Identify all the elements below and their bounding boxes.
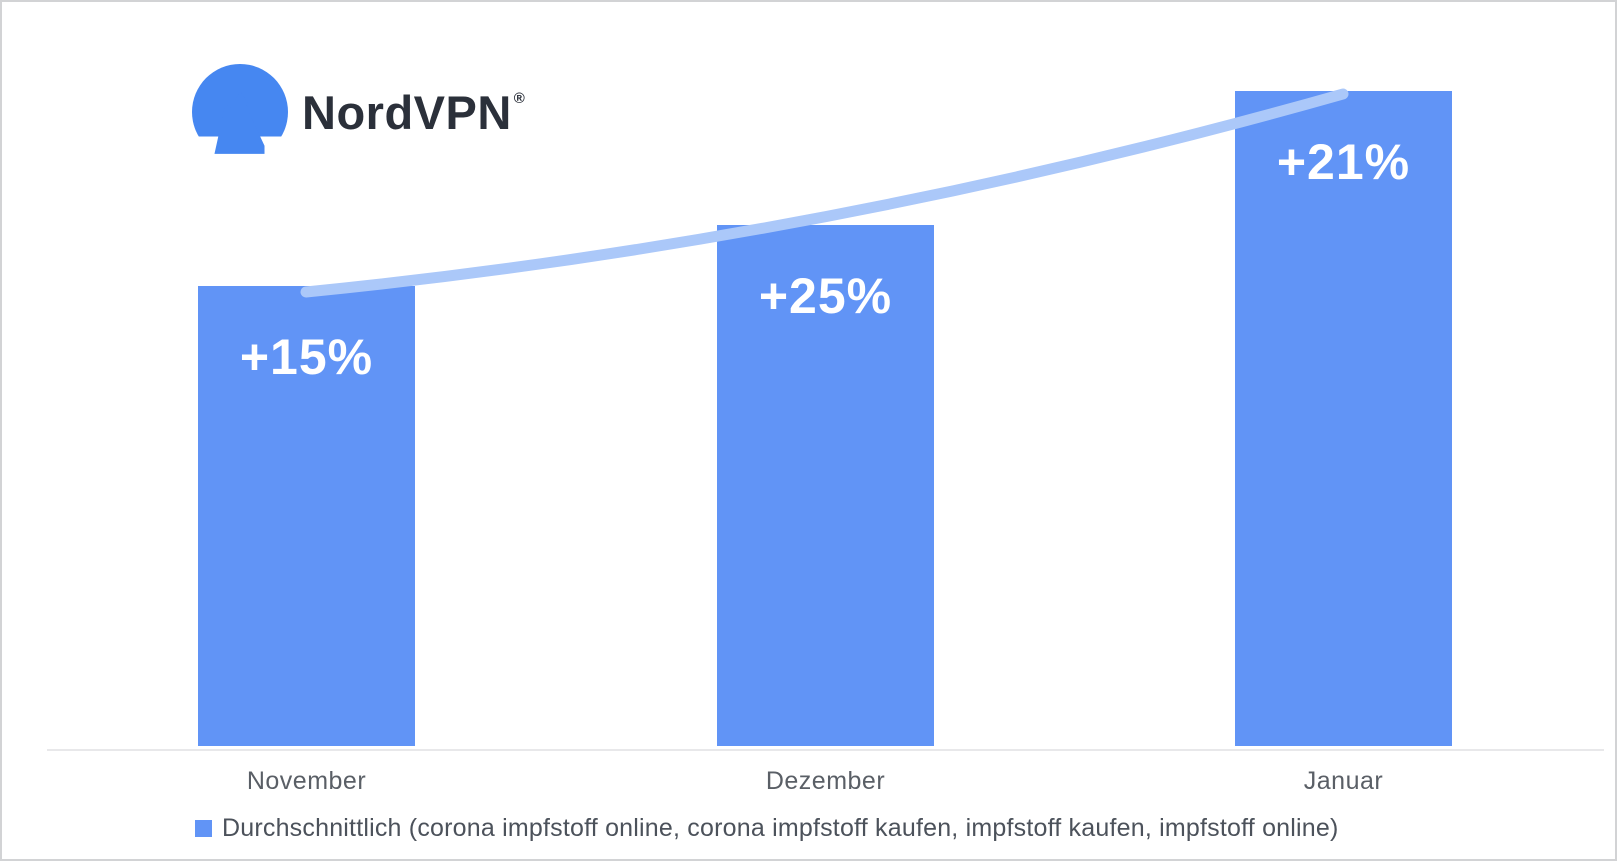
brand-wordmark: NordVPN ®: [302, 85, 526, 139]
legend-label: Durchschnittlich (corona impfstoff onlin…: [222, 814, 1339, 842]
x-label-dezember: Dezember: [765, 767, 886, 795]
nordvpn-logo: NordVPN ®: [192, 64, 526, 160]
bar-november: +15%: [198, 286, 415, 746]
brand-name: NordVPN: [302, 85, 512, 139]
legend-marker-swatch: [195, 820, 212, 837]
bar-value-label-november: +15%: [239, 329, 374, 385]
x-axis-line: [47, 749, 1604, 751]
registered-trademark-symbol: ®: [513, 89, 526, 107]
bar-value-label-januar: +21%: [1276, 134, 1411, 190]
x-label-november: November: [246, 767, 367, 795]
x-label-januar: Januar: [1303, 767, 1384, 795]
bar-dezember: +25%: [717, 225, 934, 746]
bar-januar: +21%: [1235, 91, 1452, 746]
chart-legend: Durchschnittlich (corona impfstoff onlin…: [195, 814, 1339, 843]
nordvpn-mountain-icon: [192, 64, 288, 160]
bar-value-label-dezember: +25%: [758, 268, 893, 324]
